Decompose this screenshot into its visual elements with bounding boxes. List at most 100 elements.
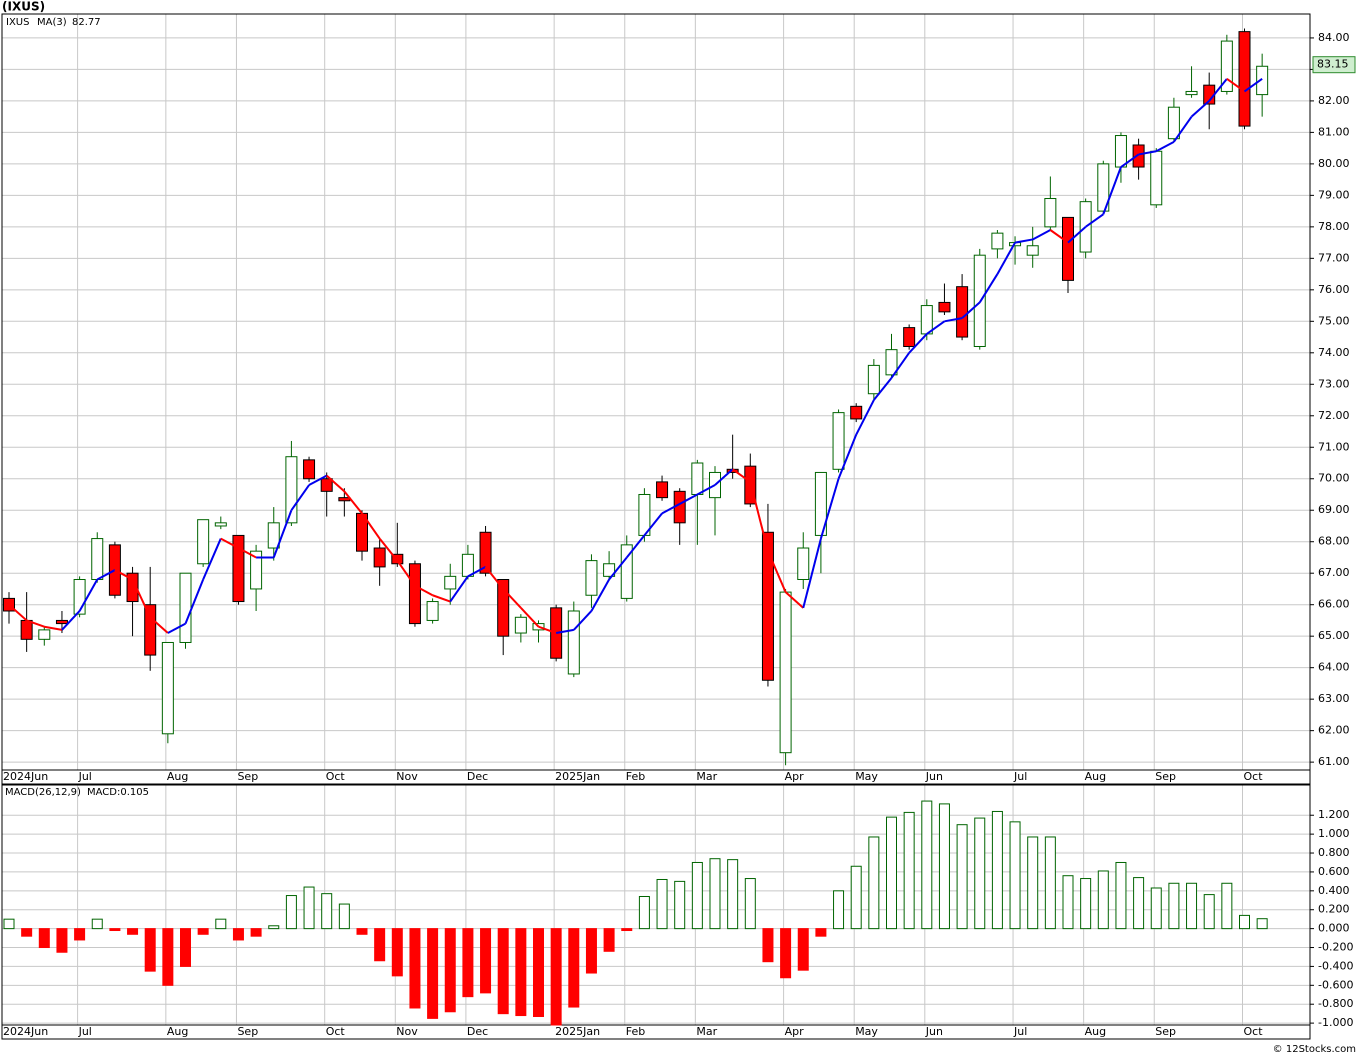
- y-tick-label: 1.200: [1318, 808, 1350, 821]
- macd-bar: [338, 903, 350, 930]
- candle-body: [920, 305, 933, 335]
- x-tick-label: Sep: [237, 770, 258, 783]
- ma-line: [1085, 213, 1104, 228]
- candle-body: [1256, 65, 1269, 96]
- y-tick-label: 77.00: [1318, 251, 1350, 264]
- candle-body: [461, 553, 474, 577]
- macd-bar: [285, 895, 297, 930]
- candle-body: [426, 601, 439, 621]
- candle-body: [691, 462, 704, 495]
- last-price-box: [1312, 56, 1356, 74]
- macd-bar: [1044, 836, 1056, 930]
- x-tick-label: Oct: [326, 1025, 346, 1038]
- y-tick-label: 74.00: [1318, 346, 1350, 359]
- candle-body: [1026, 245, 1039, 256]
- candle-body: [779, 591, 792, 754]
- x-tick-label: Dec: [467, 770, 488, 783]
- x-tick-label: 2024Jun: [3, 1025, 48, 1038]
- macd-bar: [250, 928, 262, 937]
- ma-line: [26, 619, 45, 628]
- y-tick-label: 62.00: [1318, 724, 1350, 737]
- macd-bar: [268, 925, 280, 930]
- y-tick-label: 81.00: [1318, 125, 1350, 138]
- macd-bar: [180, 928, 191, 967]
- macd-bar: [921, 800, 933, 930]
- x-tick-label: Oct: [326, 770, 346, 783]
- x-tick-label: Feb: [626, 1025, 645, 1038]
- macd-bar: [1203, 894, 1215, 930]
- y-tick-label: 0.000: [1318, 922, 1350, 935]
- y-tick-label: 78.00: [1318, 220, 1350, 233]
- ma-line: [802, 538, 822, 609]
- chart-title: (IXUS): [2, 0, 45, 14]
- macd-bar: [74, 928, 86, 941]
- macd-bar: [691, 861, 703, 930]
- candle-body: [1238, 31, 1251, 127]
- ma-line: [643, 512, 663, 537]
- macd-bar: [444, 928, 456, 1013]
- panel-border: [1, 13, 1311, 785]
- candle-body: [73, 579, 86, 615]
- candle-body: [620, 544, 633, 599]
- macd-bar: [1186, 882, 1198, 930]
- x-tick-label: May: [855, 1025, 878, 1038]
- candle-body: [267, 522, 280, 549]
- candle-body: [956, 286, 969, 338]
- ma-line: [78, 579, 99, 612]
- ma-line: [1190, 100, 1210, 118]
- ma-line: [432, 594, 451, 603]
- x-tick-label: May: [855, 770, 878, 783]
- last-price-label: 83.15: [1317, 58, 1349, 71]
- ma-line: [290, 484, 310, 511]
- legend-indicator: MACD(26,12,9): [5, 787, 81, 798]
- ma-line: [378, 537, 399, 562]
- macd-bar: [674, 880, 686, 930]
- x-tick-label: 2025Jan: [555, 770, 600, 783]
- ma-line: [484, 566, 504, 590]
- candle-body: [832, 412, 845, 470]
- y-tick-label: 64.00: [1318, 661, 1350, 674]
- macd-bar: [850, 865, 862, 930]
- macd-bar: [1239, 914, 1250, 930]
- macd-bar: [1009, 821, 1021, 930]
- macd-bar: [1168, 882, 1180, 930]
- macd-bar: [427, 928, 439, 1019]
- x-tick-label: Apr: [785, 1025, 805, 1038]
- macd-bar: [409, 928, 421, 1009]
- x-tick-label: Apr: [785, 770, 805, 783]
- ma-line: [449, 575, 469, 603]
- candle-body: [444, 575, 457, 590]
- macd-bar: [1115, 861, 1127, 930]
- candle-body: [514, 616, 527, 634]
- x-tick-label: Aug: [167, 1025, 188, 1038]
- macd-bar: [833, 890, 845, 930]
- macd-bar: [815, 928, 827, 937]
- macd-bar: [762, 928, 774, 963]
- candle-body: [1114, 135, 1127, 168]
- legend-ma-value: 82.77: [72, 17, 101, 28]
- ma-line: [661, 503, 681, 515]
- ma-line: [149, 616, 169, 634]
- candle-body: [497, 579, 510, 637]
- y-tick-label: 75.00: [1318, 314, 1350, 327]
- x-tick-label: Sep: [1155, 1025, 1176, 1038]
- ma-line: [237, 547, 257, 559]
- candle-body: [567, 610, 580, 675]
- macd-bar: [903, 811, 915, 930]
- candle-body: [797, 547, 810, 581]
- macd-bar: [56, 928, 68, 953]
- x-tick-label: Dec: [467, 1025, 488, 1038]
- y-tick-label: -0.600: [1318, 978, 1353, 991]
- ma-line: [961, 301, 981, 319]
- ma-line: [890, 352, 910, 379]
- ma-line: [184, 579, 205, 624]
- macd-bar: [321, 893, 333, 930]
- y-tick-label: 82.00: [1318, 94, 1350, 107]
- ma-line: [44, 625, 63, 631]
- x-tick-label: Jun: [925, 1025, 943, 1038]
- candle-body: [20, 619, 33, 640]
- x-tick-label: Oct: [1244, 1025, 1264, 1038]
- macd-bar: [232, 928, 244, 941]
- ma-line: [1102, 166, 1122, 215]
- candle-body: [585, 560, 598, 596]
